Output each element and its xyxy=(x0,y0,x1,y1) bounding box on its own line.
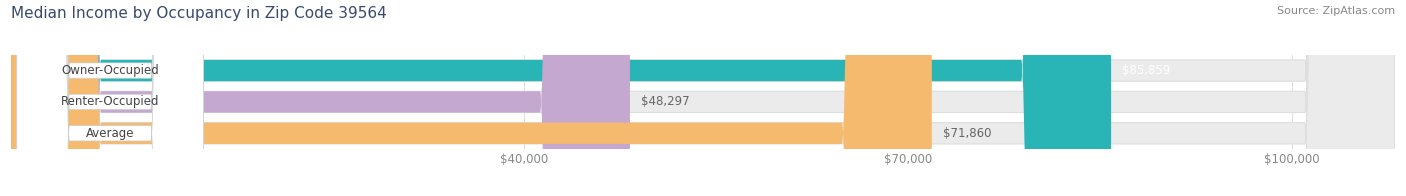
Text: Source: ZipAtlas.com: Source: ZipAtlas.com xyxy=(1277,6,1395,16)
FancyBboxPatch shape xyxy=(11,0,1111,196)
FancyBboxPatch shape xyxy=(11,0,1395,196)
FancyBboxPatch shape xyxy=(17,0,204,196)
Text: Owner-Occupied: Owner-Occupied xyxy=(62,64,159,77)
Text: $71,860: $71,860 xyxy=(943,127,991,140)
Text: $48,297: $48,297 xyxy=(641,95,689,108)
FancyBboxPatch shape xyxy=(11,0,932,196)
FancyBboxPatch shape xyxy=(17,0,204,196)
Text: Renter-Occupied: Renter-Occupied xyxy=(60,95,159,108)
Text: $85,859: $85,859 xyxy=(1122,64,1170,77)
FancyBboxPatch shape xyxy=(11,0,630,196)
Text: Median Income by Occupancy in Zip Code 39564: Median Income by Occupancy in Zip Code 3… xyxy=(11,6,387,21)
FancyBboxPatch shape xyxy=(11,0,1395,196)
FancyBboxPatch shape xyxy=(17,0,204,196)
FancyBboxPatch shape xyxy=(11,0,1395,196)
Text: Average: Average xyxy=(86,127,135,140)
